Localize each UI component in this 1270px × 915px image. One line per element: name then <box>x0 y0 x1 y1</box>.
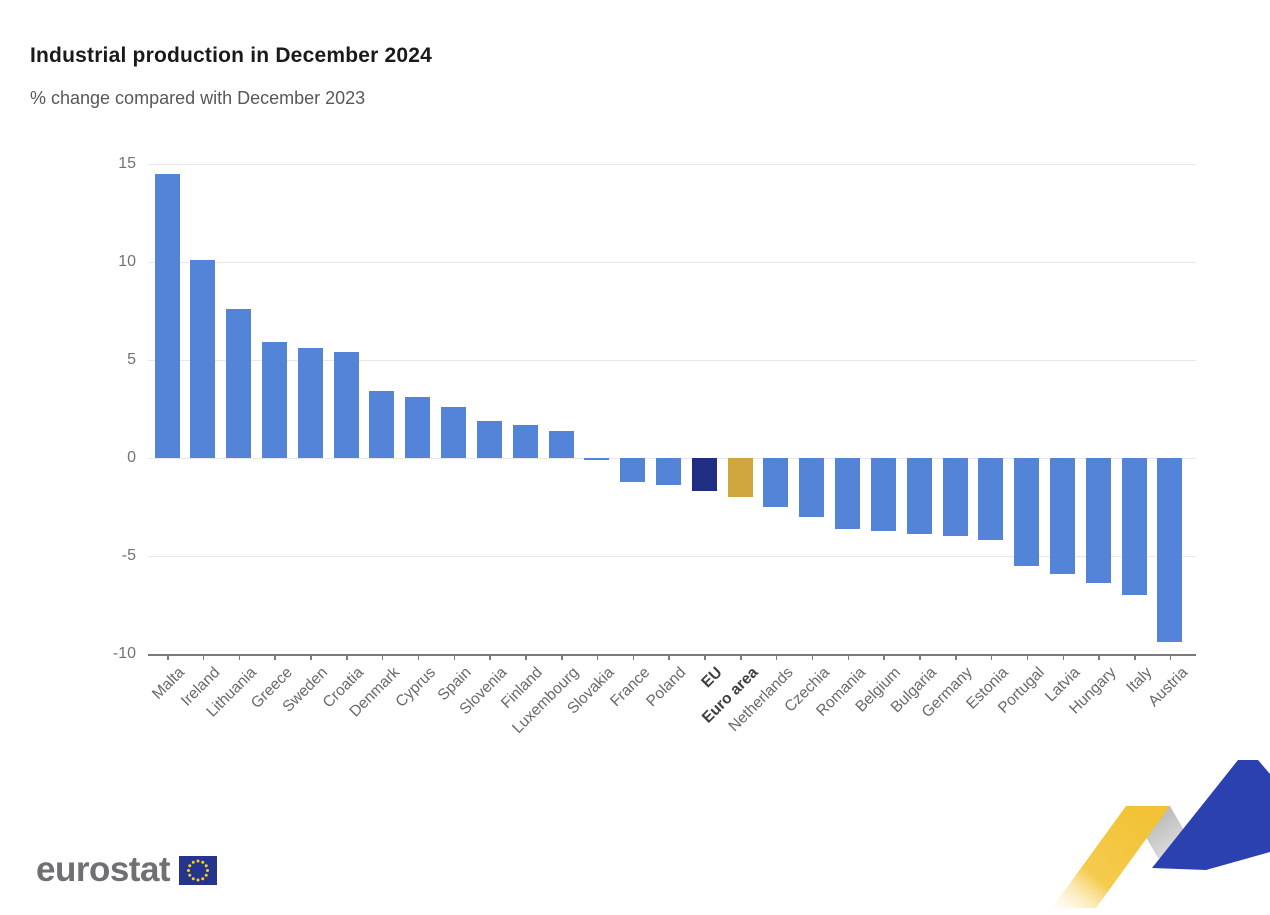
x-tick-netherlands <box>775 654 778 660</box>
ribbon-blue-band <box>1152 760 1270 870</box>
x-tick-lithuania <box>238 654 241 660</box>
flag-star <box>187 868 191 872</box>
bar-france[interactable] <box>620 458 646 482</box>
flag-star <box>191 876 195 880</box>
bar-slovakia[interactable] <box>584 458 610 460</box>
x-tick-ireland <box>202 654 205 660</box>
bar-euro-area[interactable] <box>727 458 753 498</box>
flag-star <box>188 873 192 877</box>
bar-hungary[interactable] <box>1085 458 1111 584</box>
y-tick-label--10: -10 <box>112 645 136 662</box>
x-tick-romania <box>847 654 850 660</box>
trend-ribbon-graphic <box>1052 760 1270 908</box>
x-tick-italy <box>1134 654 1136 660</box>
gridline--5 <box>148 556 1196 557</box>
flag-star <box>196 859 200 862</box>
eu-flag-icon <box>179 855 218 885</box>
flag-star <box>201 876 205 880</box>
y-tick-label-0: 0 <box>127 449 136 466</box>
bar-denmark[interactable] <box>369 391 395 458</box>
x-tick-spain <box>453 654 456 660</box>
flag-star <box>191 860 195 864</box>
flag-star <box>204 863 208 867</box>
flag-star <box>201 860 205 864</box>
x-tick-poland <box>668 654 670 660</box>
flag-star <box>204 873 208 877</box>
x-tick-euro-area <box>740 654 742 660</box>
bar-latvia[interactable] <box>1050 458 1075 574</box>
x-tick-estonia <box>990 654 993 660</box>
bar-poland[interactable] <box>655 458 681 486</box>
bar-luxembourg[interactable] <box>548 430 574 458</box>
x-tick-czechia <box>811 654 814 660</box>
bar-italy[interactable] <box>1121 458 1147 596</box>
bar-eu[interactable] <box>691 458 717 492</box>
bar-estonia[interactable] <box>978 458 1004 541</box>
gridline-15 <box>148 164 1196 165</box>
x-tick-malta <box>167 654 169 660</box>
x-tick-finland <box>525 654 527 660</box>
flag-star <box>206 868 210 872</box>
eurostat-branding: eurostat <box>36 850 218 889</box>
bar-austria[interactable] <box>1157 458 1183 643</box>
x-tick-hungary <box>1098 654 1100 660</box>
bar-bulgaria[interactable] <box>906 458 932 535</box>
y-tick-label--5: -5 <box>121 547 136 564</box>
x-tick-cyprus <box>417 654 420 660</box>
y-tick-label-10: 10 <box>118 253 136 270</box>
x-tick-latvia <box>1062 654 1064 660</box>
bar-cyprus[interactable] <box>405 397 431 458</box>
chart-title: Industrial production in December 2024 <box>30 44 433 67</box>
bar-croatia[interactable] <box>333 352 359 458</box>
x-tick-belgium <box>883 654 885 660</box>
x-tick-bulgaria <box>919 654 921 660</box>
bar-finland[interactable] <box>512 424 538 458</box>
x-tick-luxembourg <box>561 654 563 660</box>
bar-germany[interactable] <box>942 458 968 537</box>
gridline-5 <box>148 360 1196 361</box>
gridline-10 <box>148 262 1196 263</box>
bar-czechia[interactable] <box>799 458 825 517</box>
x-tick-slovakia <box>596 654 599 660</box>
flag-star <box>188 863 192 867</box>
x-axis-line <box>148 654 1196 656</box>
bar-spain[interactable] <box>441 407 467 458</box>
bar-greece[interactable] <box>261 342 287 458</box>
x-tick-sweden <box>310 654 312 660</box>
x-tick-eu <box>704 654 706 660</box>
bar-sweden[interactable] <box>297 348 323 458</box>
x-tick-croatia <box>346 654 348 660</box>
bar-lithuania[interactable] <box>226 309 252 458</box>
bar-netherlands[interactable] <box>763 458 789 507</box>
x-tick-germany <box>955 654 957 660</box>
x-tick-denmark <box>381 654 384 660</box>
x-tick-greece <box>274 654 276 660</box>
flag-star <box>196 878 200 881</box>
chart-subtitle: % change compared with December 2023 <box>30 88 366 108</box>
x-tick-portugal <box>1026 654 1029 660</box>
y-tick-label-5: 5 <box>127 351 136 368</box>
bar-portugal[interactable] <box>1014 458 1040 566</box>
bar-ireland[interactable] <box>190 260 216 458</box>
eurostat-logo-text: eurostat <box>36 850 171 889</box>
y-tick-label-15: 15 <box>118 155 136 172</box>
bar-malta[interactable] <box>154 173 180 458</box>
x-tick-slovenia <box>489 654 491 660</box>
bar-slovenia[interactable] <box>476 420 502 458</box>
x-tick-france <box>632 654 635 660</box>
bar-romania[interactable] <box>835 458 861 529</box>
bar-belgium[interactable] <box>870 458 896 531</box>
ribbon-yellow-band <box>1052 806 1170 908</box>
x-tick-austria <box>1169 654 1172 660</box>
